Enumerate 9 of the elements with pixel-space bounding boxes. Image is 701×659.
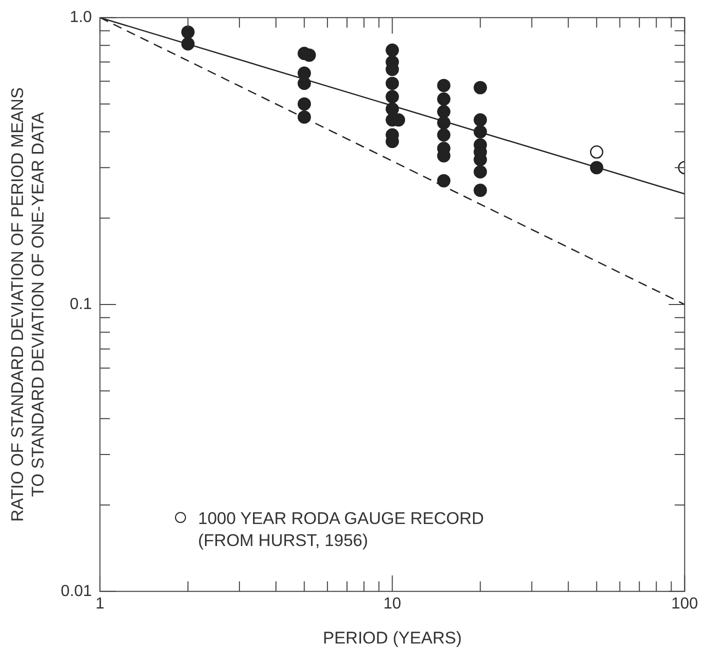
y-tick-label: 0.1 <box>70 296 92 313</box>
legend-label: 1000 YEAR RODA GAUGE RECORD (FROM HURST, 1956) <box>198 508 485 552</box>
x-axis-title: PERIOD (YEARS) <box>322 628 462 648</box>
x-tick-label: 1 <box>95 595 104 612</box>
y-tick-label: 1.0 <box>70 9 92 26</box>
x-tick-label: 10 <box>383 595 402 612</box>
y-tick-label: 0.01 <box>60 582 92 600</box>
y-axis-title: RATIO OF STANDARD DEVIATION OF PERIOD MEANS TO STANDARD DEVIATION OF ONE-YEAR DATA <box>8 87 48 522</box>
x-tick-label: 100 <box>671 595 698 612</box>
